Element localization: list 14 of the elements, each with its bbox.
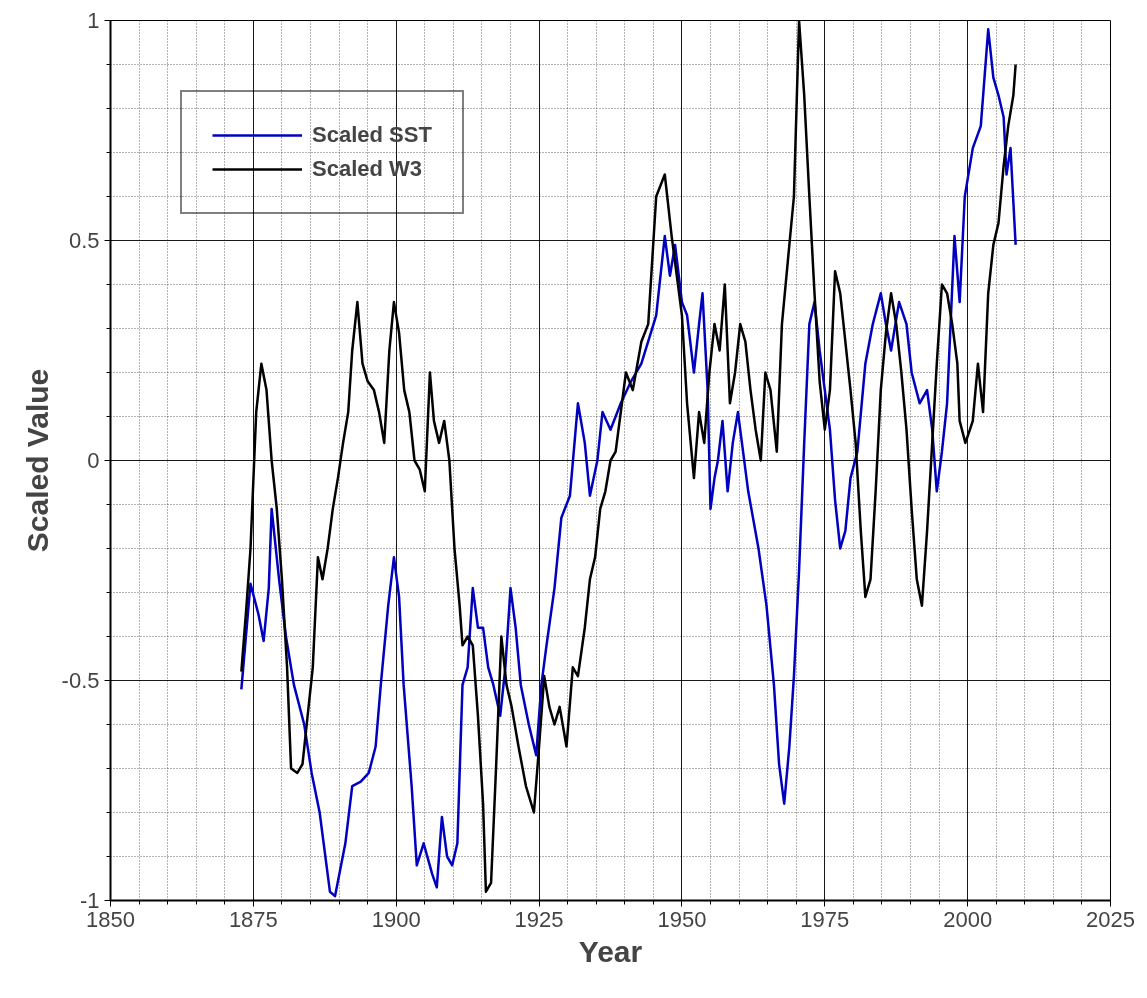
x-tick-label: 1950 [657,906,707,932]
x-tick-label: 2000 [943,906,993,932]
y-tick-label: 0 [87,448,100,473]
y-tick-label: 1 [87,8,100,33]
y-tick-label: 0.5 [68,228,100,253]
y-axis-title: Scaled Value [20,368,54,553]
x-tick-label: 2025 [1086,906,1135,932]
x-tick-label: 1900 [371,906,421,932]
x-tick-label: 1975 [800,906,850,932]
x-tick-label: 1875 [228,906,278,932]
x-tick-label: 1925 [514,906,564,932]
y-tick-label: -1 [79,888,100,913]
y-tick-label: -0.5 [61,668,100,693]
x-axis-title: Year [578,934,643,968]
